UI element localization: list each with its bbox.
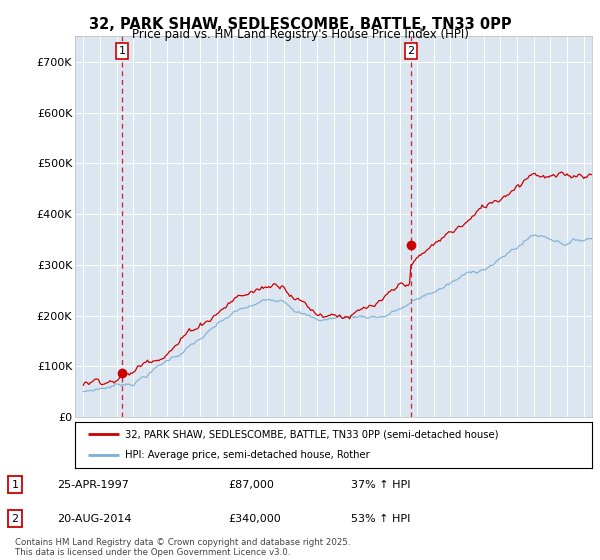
Text: HPI: Average price, semi-detached house, Rother: HPI: Average price, semi-detached house,… [125, 450, 370, 460]
Text: 20-AUG-2014: 20-AUG-2014 [57, 514, 131, 524]
Text: £87,000: £87,000 [228, 479, 274, 489]
Text: 1: 1 [11, 479, 19, 489]
Text: 1: 1 [119, 46, 125, 56]
Text: £340,000: £340,000 [228, 514, 281, 524]
Text: 2: 2 [11, 514, 19, 524]
Text: 32, PARK SHAW, SEDLESCOMBE, BATTLE, TN33 0PP (semi-detached house): 32, PARK SHAW, SEDLESCOMBE, BATTLE, TN33… [125, 429, 499, 439]
Text: 37% ↑ HPI: 37% ↑ HPI [351, 479, 410, 489]
Text: 32, PARK SHAW, SEDLESCOMBE, BATTLE, TN33 0PP: 32, PARK SHAW, SEDLESCOMBE, BATTLE, TN33… [89, 17, 511, 32]
Text: 2: 2 [407, 46, 415, 56]
Text: Price paid vs. HM Land Registry's House Price Index (HPI): Price paid vs. HM Land Registry's House … [131, 28, 469, 41]
Text: 25-APR-1997: 25-APR-1997 [57, 479, 129, 489]
Text: Contains HM Land Registry data © Crown copyright and database right 2025.
This d: Contains HM Land Registry data © Crown c… [15, 538, 350, 557]
Text: 53% ↑ HPI: 53% ↑ HPI [351, 514, 410, 524]
